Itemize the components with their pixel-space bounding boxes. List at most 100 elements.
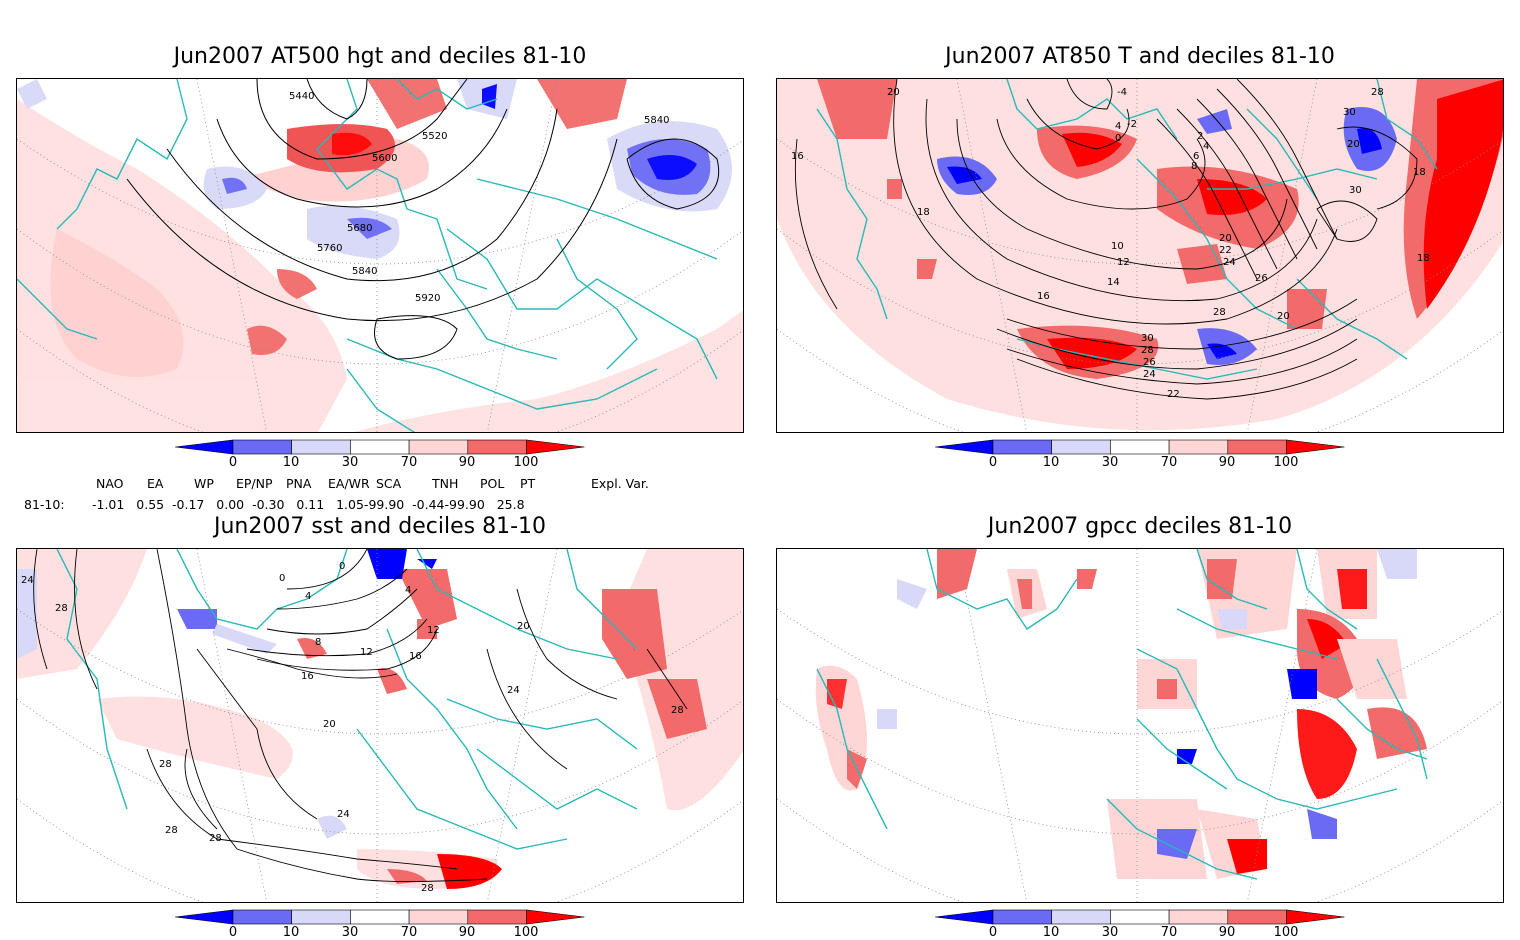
- contour-label: 5680: [347, 223, 372, 234]
- contour-label: 20: [1277, 311, 1290, 322]
- colorbar-segment: [232, 439, 293, 455]
- contour-label: 24: [1223, 257, 1236, 268]
- contour-label: 0: [339, 561, 345, 572]
- colorbar-segment: [408, 439, 469, 455]
- panel-title-sst: Jun2007 sst and deciles 81-10: [213, 514, 547, 539]
- contour-label: 12: [427, 625, 440, 636]
- contour-label: 30: [1343, 107, 1356, 118]
- contour-label: 24: [507, 685, 520, 696]
- contour-label: 28: [1371, 87, 1384, 98]
- colorbar-label: 30: [1101, 455, 1119, 470]
- contour-label: 4: [1203, 141, 1209, 152]
- teleconnection-row-label: 81-10:: [24, 497, 65, 512]
- colorbar-segment: [350, 909, 410, 925]
- contour-label: 0: [279, 573, 285, 584]
- colorbar-segment: [408, 909, 469, 925]
- index-header: EA/WR: [328, 476, 370, 491]
- colorbar-svg: [934, 909, 1345, 925]
- index-header: Expl. Var.: [591, 476, 649, 491]
- contour-label: 28: [165, 825, 178, 836]
- colorbar-label: 0: [988, 925, 998, 940]
- colorbar-segment: [992, 909, 1053, 925]
- contour-label: 28: [1141, 345, 1154, 356]
- contour-label: 5840: [644, 115, 669, 126]
- contour-label: 28: [209, 833, 222, 844]
- contour-label: 16: [791, 151, 804, 162]
- contour-label: 26: [1143, 357, 1156, 368]
- colorbar-label: 100: [1273, 455, 1299, 470]
- contour-label: 30: [1141, 333, 1154, 344]
- colorbar-extension-high: [1286, 909, 1345, 925]
- contour-label: 20: [517, 621, 530, 632]
- contour-label: 12: [360, 647, 373, 658]
- contour-label: 5520: [422, 131, 447, 142]
- colorbar-label: 100: [1273, 925, 1299, 940]
- colorbar-svg: [174, 439, 585, 455]
- colorbar-label: 90: [458, 925, 476, 940]
- colorbar-segment: [350, 439, 410, 455]
- contour-label: 20: [887, 87, 900, 98]
- index-header: WP: [194, 476, 214, 491]
- index-header: PNA: [286, 476, 312, 491]
- colorbar-label: 0: [988, 455, 998, 470]
- contour-label: 2: [1197, 131, 1203, 142]
- map-sst-svg: 24 28 0 0 4 4 8 12 16 20 24 28 28 28 28 …: [17, 549, 743, 902]
- contour-label: 5440: [289, 91, 314, 102]
- map-t850-svg: 20 16 -4 -2 4 0 2 4 6 8 10 12 14 16 18 2…: [777, 79, 1503, 432]
- colorbar-label: 30: [1101, 925, 1119, 940]
- colorbar-label: 10: [282, 455, 300, 470]
- colorbar-segment: [291, 909, 351, 925]
- colorbar-label: 30: [341, 925, 359, 940]
- panel-title-gpcc: Jun2007 gpcc deciles 81-10: [987, 514, 1293, 539]
- colorbar-bottom-left: [174, 908, 585, 938]
- contour-label: 18: [1417, 253, 1430, 264]
- colorbar-segment: [1227, 909, 1287, 925]
- colorbar-label: 100: [513, 455, 539, 470]
- colorbar-segment: [1051, 439, 1111, 455]
- contour-label: -4: [1117, 87, 1127, 98]
- contour-label: 18: [1413, 167, 1426, 178]
- contour-label: 5920: [415, 293, 440, 304]
- colorbar-svg: [934, 439, 1345, 455]
- colorbar-label: 30: [341, 455, 359, 470]
- contour-label: 30: [1349, 185, 1362, 196]
- colorbar-segment: [1168, 909, 1229, 925]
- contour-label: 16: [1037, 291, 1050, 302]
- contour-label: -2: [1127, 119, 1137, 130]
- contour-label: 14: [1107, 277, 1120, 288]
- colorbar-label: 90: [1218, 455, 1236, 470]
- contour-label: 22: [1167, 389, 1180, 400]
- colorbar-segment: [467, 909, 527, 925]
- colorbar-segment: [1110, 909, 1170, 925]
- map-panel-hgt: 5440 5520 5600 5680 5760 5840 5840 5920: [16, 78, 744, 433]
- colorbar-segment: [291, 439, 351, 455]
- colorbar-svg: [174, 909, 585, 925]
- colorbar-top-left: [174, 438, 585, 476]
- contour-label: 24: [337, 809, 350, 820]
- colorbar-label: 90: [458, 455, 476, 470]
- contour-label: 4: [405, 585, 411, 596]
- contour-label: 22: [1219, 245, 1232, 256]
- colorbar-segment: [992, 439, 1053, 455]
- contour-label: 5600: [372, 153, 397, 164]
- colorbar-label: 90: [1218, 925, 1236, 940]
- contour-label: 5840: [352, 266, 377, 277]
- colorbar-segment: [232, 909, 293, 925]
- panel-title-hgt: Jun2007 AT500 hgt and deciles 81-10: [173, 44, 587, 69]
- index-header: POL: [480, 476, 505, 491]
- contour-label: 16: [301, 671, 314, 682]
- colorbar-segment: [1227, 439, 1287, 455]
- contour-label: 8: [315, 637, 321, 648]
- contour-label: 20: [1347, 139, 1360, 150]
- map-hgt-svg: 5440 5520 5600 5680 5760 5840 5840 5920: [17, 79, 743, 432]
- contour-label: 18: [917, 207, 930, 218]
- colorbar-extension-high: [526, 439, 585, 455]
- map-panel-gpcc: [776, 548, 1504, 903]
- colorbar-segment: [1051, 909, 1111, 925]
- map-panel-t850: 20 16 -4 -2 4 0 2 4 6 8 10 12 14 16 18 2…: [776, 78, 1504, 433]
- contour-label: 6: [1193, 151, 1199, 162]
- index-header: NAO: [96, 476, 124, 491]
- contour-label: 16: [409, 651, 422, 662]
- colorbar-top-right: [934, 438, 1345, 476]
- contour-label: 4: [305, 591, 311, 602]
